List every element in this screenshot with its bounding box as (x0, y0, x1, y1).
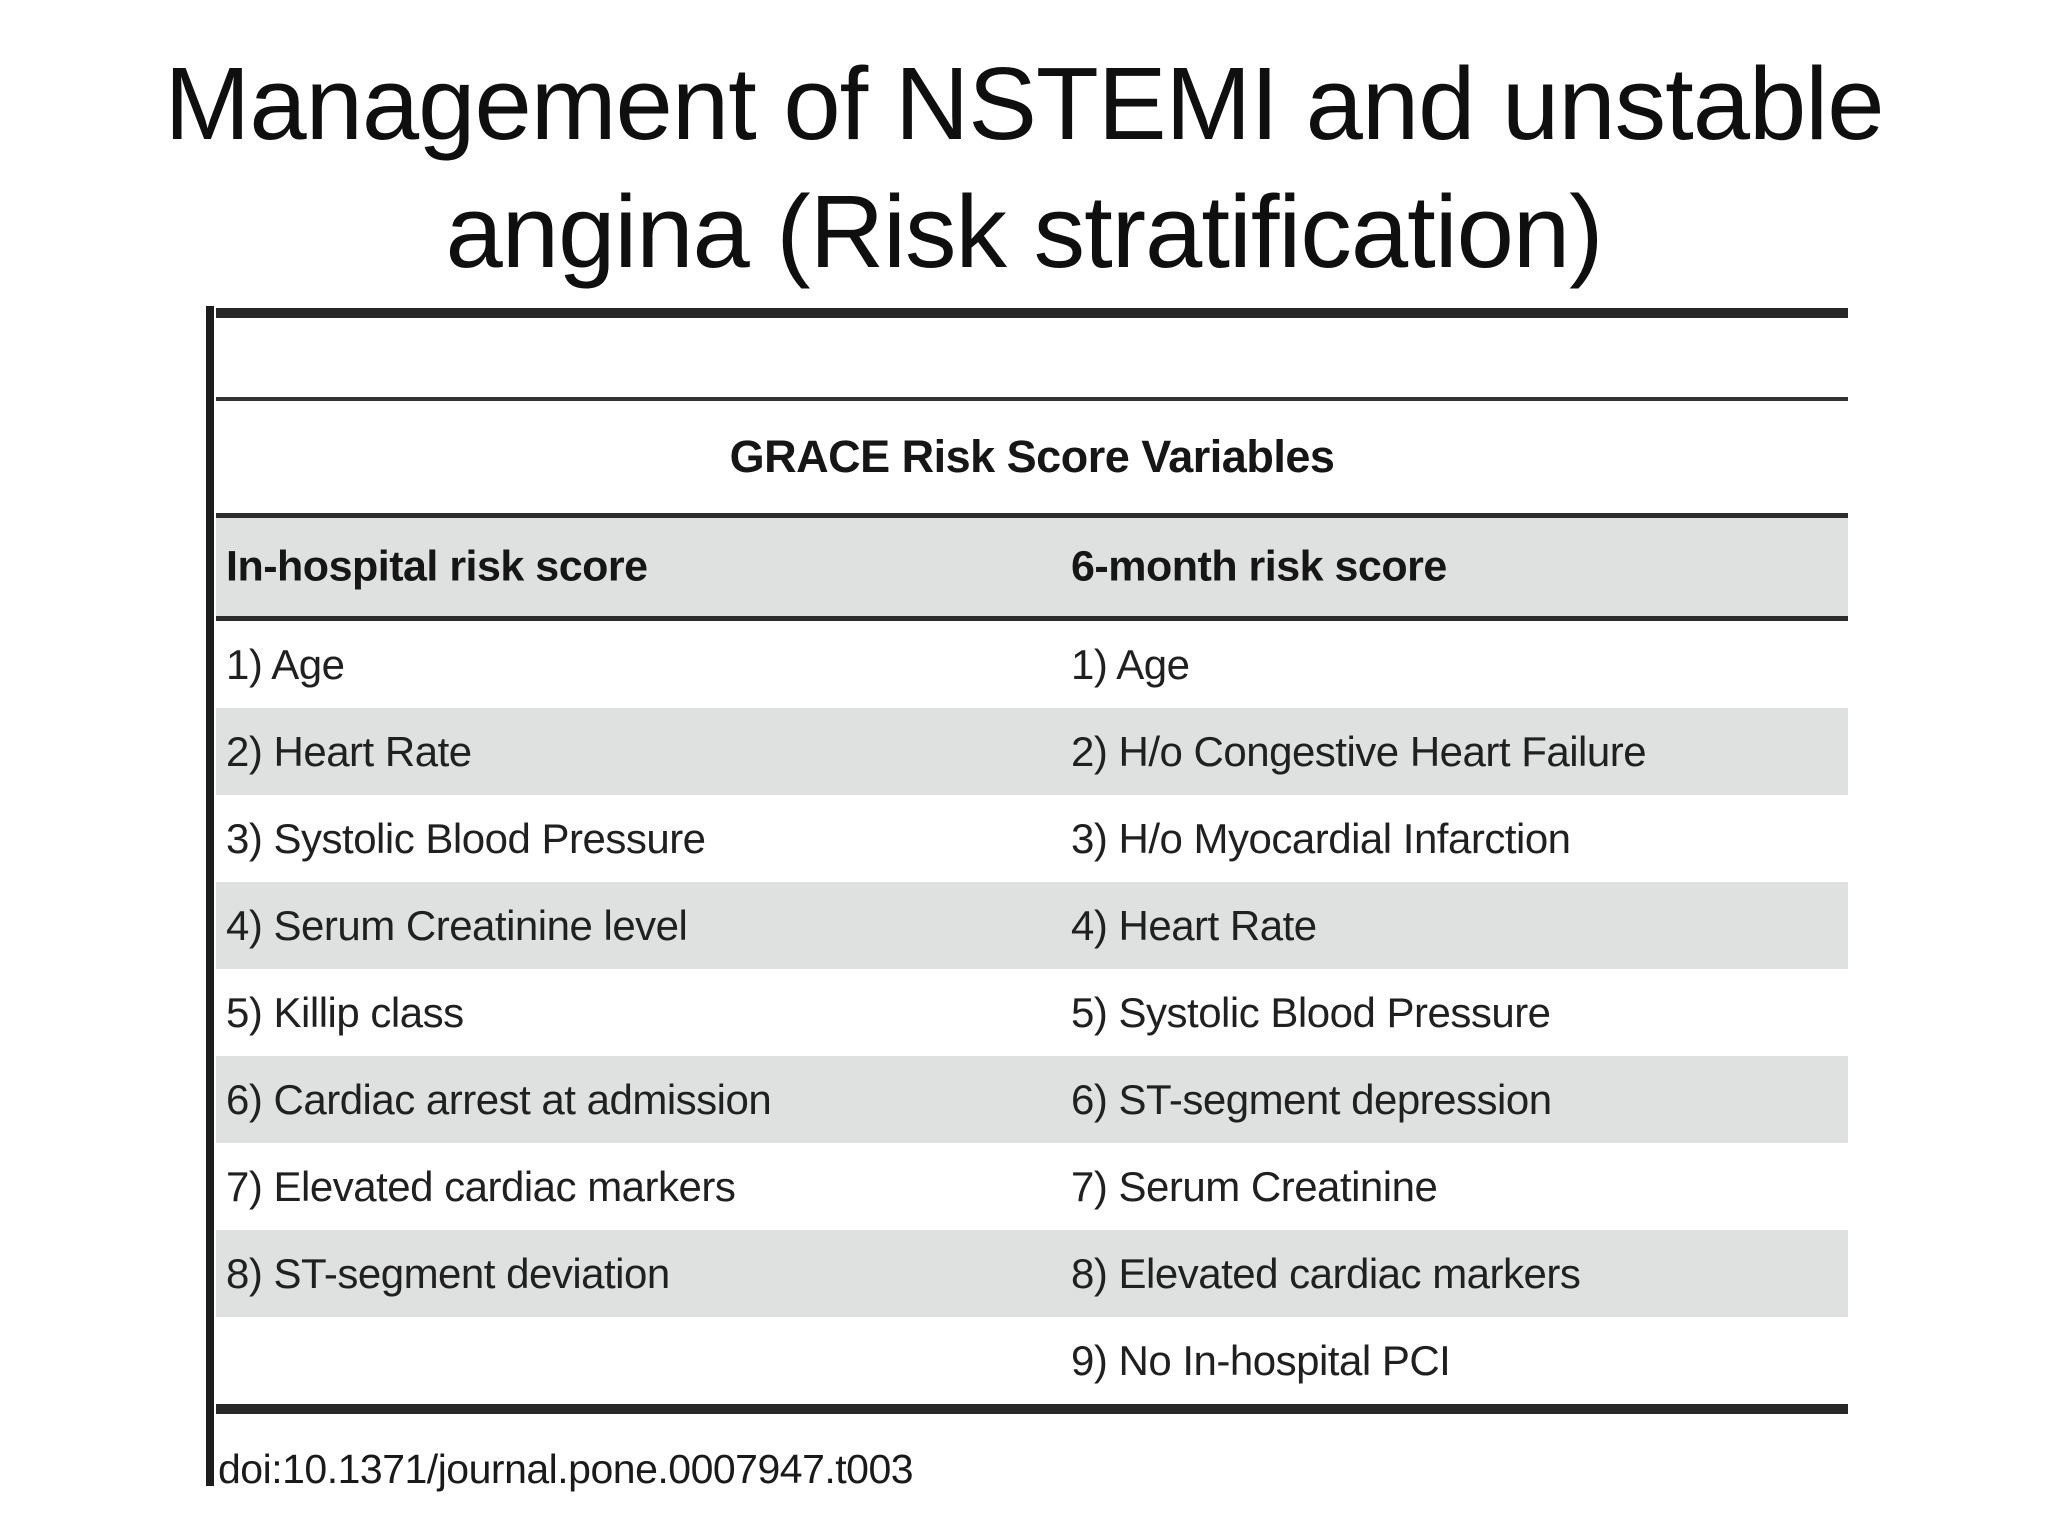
row-cell-6-month: 1) Age (1071, 640, 1190, 688)
table-row: 9) No In-hospital PCI (216, 1317, 1848, 1404)
grace-table-figure: GRACE Risk Score Variables In-hospital r… (216, 308, 1848, 1414)
row-cell-6-month: 3) H/o Myocardial Infarction (1071, 814, 1571, 862)
table-row: 1) Age 1) Age (216, 621, 1848, 708)
row-cell-6-month: 7) Serum Creatinine (1071, 1162, 1438, 1210)
figure-left-border-line (206, 306, 214, 1486)
table-row: 3) Systolic Blood Pressure 3) H/o Myocar… (216, 795, 1848, 882)
row-cell-in-hospital: 3) Systolic Blood Pressure (226, 814, 706, 862)
header-top-rule (216, 513, 1848, 518)
table-bottom-rule (216, 1404, 1848, 1414)
table-caption: GRACE Risk Score Variables (729, 431, 1335, 482)
table-row: 7) Elevated cardiac markers 7) Serum Cre… (216, 1143, 1848, 1230)
row-cell-6-month: 6) ST-segment depression (1071, 1075, 1552, 1123)
table-caption-top-rule (216, 397, 1848, 401)
row-cell-6-month: 9) No In-hospital PCI (1071, 1336, 1451, 1384)
table-row: 6) Cardiac arrest at admission 6) ST-seg… (216, 1056, 1848, 1143)
table-caption-row: GRACE Risk Score Variables (216, 401, 1848, 513)
row-cell-6-month: 5) Systolic Blood Pressure (1071, 988, 1551, 1036)
header-bottom-rule (216, 616, 1848, 621)
table-row: 8) ST-segment deviation 8) Elevated card… (216, 1230, 1848, 1317)
row-cell-6-month: 2) H/o Congestive Heart Failure (1071, 727, 1647, 775)
slide-title-line-1: Management of NSTEMI and unstable (164, 46, 1885, 161)
row-cell-in-hospital: 4) Serum Creatinine level (226, 901, 688, 949)
row-cell-in-hospital: 5) Killip class (226, 988, 464, 1036)
row-cell-in-hospital: 8) ST-segment deviation (226, 1249, 670, 1297)
table-row: 2) Heart Rate 2) H/o Congestive Heart Fa… (216, 708, 1848, 795)
row-cell-in-hospital: 7) Elevated cardiac markers (226, 1162, 736, 1210)
table-top-gap (216, 318, 1848, 397)
row-cell-in-hospital: 1) Age (226, 640, 345, 688)
slide-title: Management of NSTEMI and unstable angina… (0, 40, 2048, 296)
table-top-rule (216, 308, 1848, 318)
column-header-6-month: 6-month risk score (1071, 542, 1447, 591)
row-cell-in-hospital: 2) Heart Rate (226, 727, 472, 775)
slide-title-line-2: angina (Risk stratification) (445, 174, 1604, 289)
table-header-row: In-hospital risk score 6-month risk scor… (216, 518, 1848, 616)
table-row: 5) Killip class 5) Systolic Blood Pressu… (216, 969, 1848, 1056)
row-cell-in-hospital: 6) Cardiac arrest at admission (226, 1075, 772, 1123)
row-cell-6-month: 8) Elevated cardiac markers (1071, 1249, 1581, 1297)
table-row: 4) Serum Creatinine level 4) Heart Rate (216, 882, 1848, 969)
row-cell-6-month: 4) Heart Rate (1071, 901, 1317, 949)
doi-footer: doi:10.1371/journal.pone.0007947.t003 (218, 1446, 914, 1492)
column-header-in-hospital: In-hospital risk score (226, 542, 648, 591)
